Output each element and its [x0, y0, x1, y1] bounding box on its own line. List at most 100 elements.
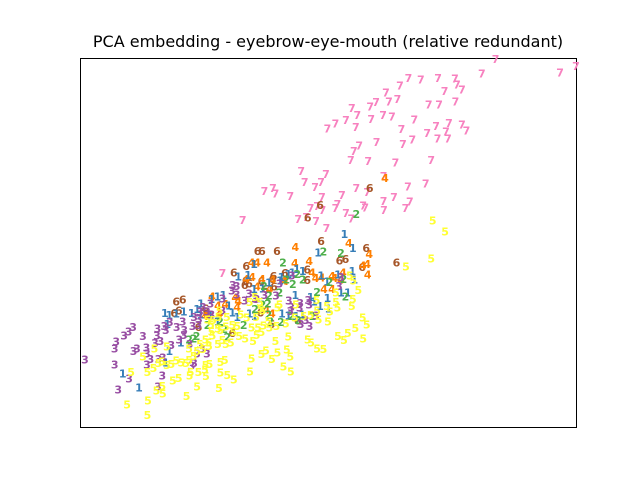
- point-class-5: 5: [205, 336, 213, 349]
- point-class-5: 5: [172, 354, 180, 367]
- point-class-5: 5: [217, 324, 225, 337]
- point-class-7: 7: [272, 188, 280, 201]
- point-class-6: 6: [294, 315, 302, 328]
- point-class-7: 7: [286, 190, 294, 203]
- point-class-1: 1: [208, 293, 216, 306]
- point-class-5: 5: [127, 366, 135, 379]
- point-class-5: 5: [159, 387, 167, 400]
- point-class-7: 7: [434, 72, 442, 85]
- point-class-3: 3: [154, 323, 162, 336]
- point-class-1: 1: [188, 307, 196, 320]
- point-class-5: 5: [123, 398, 131, 411]
- point-class-5: 5: [315, 314, 323, 327]
- point-class-7: 7: [394, 93, 402, 106]
- point-class-3: 3: [219, 304, 227, 317]
- point-class-5: 5: [241, 332, 249, 345]
- point-class-3: 3: [190, 357, 198, 370]
- point-class-5: 5: [144, 409, 152, 422]
- point-class-6: 6: [202, 302, 210, 315]
- point-class-1: 1: [299, 265, 307, 278]
- point-class-3: 3: [111, 342, 119, 355]
- point-class-1: 1: [344, 287, 352, 300]
- point-class-5: 5: [280, 361, 288, 374]
- point-class-3: 3: [160, 320, 168, 333]
- point-class-5: 5: [402, 261, 410, 274]
- point-class-2: 2: [313, 286, 321, 299]
- point-class-3: 3: [167, 339, 175, 352]
- point-class-4: 4: [248, 271, 256, 284]
- point-class-3: 3: [112, 336, 120, 349]
- point-class-5: 5: [158, 380, 166, 393]
- point-class-5: 5: [427, 253, 435, 266]
- point-class-3: 3: [114, 384, 122, 397]
- point-class-7: 7: [364, 155, 372, 168]
- point-class-3: 3: [203, 306, 211, 319]
- point-class-1: 1: [228, 307, 236, 320]
- point-class-4: 4: [201, 310, 209, 323]
- point-class-5: 5: [266, 322, 274, 335]
- point-class-5: 5: [260, 319, 268, 332]
- point-class-4: 4: [214, 300, 222, 313]
- point-class-7: 7: [425, 98, 433, 111]
- point-class-6: 6: [254, 245, 262, 258]
- point-class-7: 7: [294, 213, 302, 226]
- point-class-3: 3: [111, 359, 119, 372]
- point-class-6: 6: [262, 283, 270, 296]
- point-class-6: 6: [203, 308, 211, 321]
- point-class-5: 5: [349, 275, 357, 288]
- point-class-7: 7: [380, 170, 388, 183]
- point-class-1: 1: [172, 308, 180, 321]
- point-class-3: 3: [154, 381, 162, 394]
- point-class-5: 5: [209, 314, 217, 327]
- point-class-1: 1: [163, 318, 171, 331]
- point-class-3: 3: [180, 329, 188, 342]
- point-class-1: 1: [307, 291, 315, 304]
- point-class-3: 3: [233, 288, 241, 301]
- point-class-7: 7: [435, 98, 443, 111]
- point-class-3: 3: [229, 279, 237, 292]
- point-class-1: 1: [350, 274, 358, 287]
- point-class-5: 5: [265, 315, 273, 328]
- point-class-3: 3: [125, 326, 133, 339]
- point-class-2: 2: [294, 314, 302, 327]
- point-class-5: 5: [208, 325, 216, 338]
- point-class-1: 1: [284, 268, 292, 281]
- point-class-3: 3: [195, 319, 203, 332]
- point-class-3: 3: [288, 270, 296, 283]
- point-class-5: 5: [151, 343, 159, 356]
- point-class-4: 4: [339, 267, 347, 280]
- point-class-7: 7: [319, 204, 327, 217]
- point-class-7: 7: [398, 123, 406, 136]
- point-class-5: 5: [259, 305, 267, 318]
- point-class-5: 5: [222, 321, 230, 334]
- point-class-2: 2: [267, 316, 275, 329]
- point-class-5: 5: [334, 330, 342, 343]
- point-class-7: 7: [347, 154, 355, 167]
- point-class-4: 4: [248, 256, 256, 269]
- point-class-5: 5: [332, 296, 340, 309]
- point-class-5: 5: [334, 301, 342, 314]
- point-class-1: 1: [265, 277, 273, 290]
- point-class-7: 7: [434, 133, 442, 146]
- point-class-7: 7: [352, 182, 360, 195]
- point-class-7: 7: [379, 109, 387, 122]
- point-class-1: 1: [310, 295, 318, 308]
- point-class-1: 1: [246, 308, 254, 321]
- point-class-7: 7: [363, 186, 371, 199]
- point-class-1: 1: [291, 289, 299, 302]
- point-class-4: 4: [328, 283, 336, 296]
- point-class-1: 1: [314, 247, 322, 260]
- point-class-3: 3: [285, 295, 293, 308]
- point-class-1: 1: [259, 283, 267, 296]
- point-class-3: 3: [335, 280, 343, 293]
- point-class-3: 3: [133, 342, 141, 355]
- point-class-6: 6: [175, 304, 183, 317]
- point-class-3: 3: [155, 353, 163, 366]
- point-class-7: 7: [392, 157, 400, 170]
- point-class-6: 6: [393, 256, 401, 269]
- point-class-7: 7: [388, 111, 396, 124]
- point-class-7: 7: [463, 125, 471, 138]
- point-class-3: 3: [189, 320, 197, 333]
- point-class-5: 5: [185, 354, 193, 367]
